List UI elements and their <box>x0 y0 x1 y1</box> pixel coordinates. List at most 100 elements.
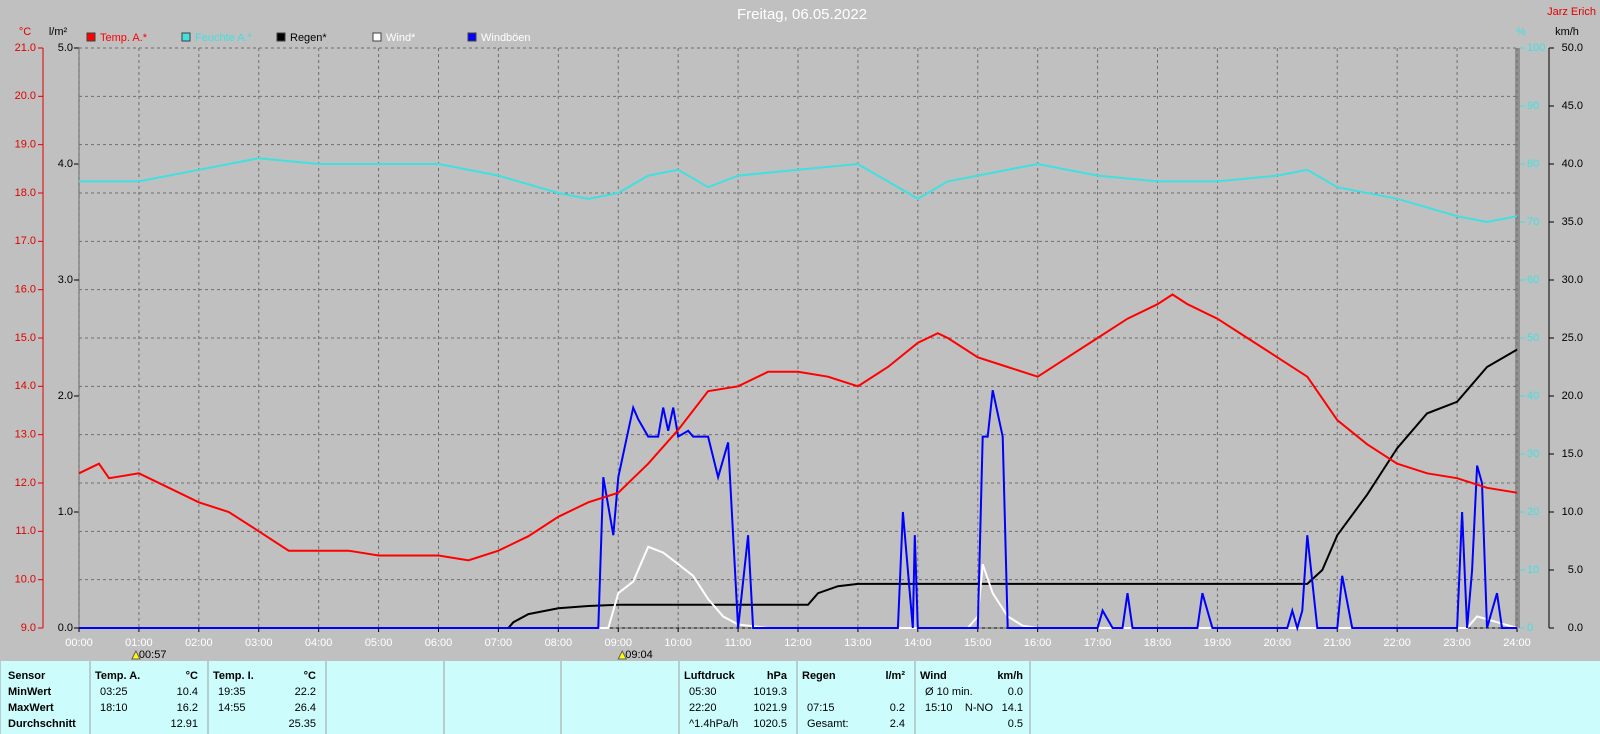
stats-unit: °C <box>304 670 316 682</box>
y-tick-label: 20.0 <box>15 90 36 102</box>
x-tick-label: 20:00 <box>1264 637 1292 649</box>
stats-unit: °C <box>186 670 198 682</box>
stats-dir: N-NO <box>965 702 994 714</box>
y4-tick-label: 0.0 <box>1568 622 1583 634</box>
stats-time: 07:15 <box>807 702 835 714</box>
y-tick-label: 9.0 <box>21 622 36 634</box>
y-tick-label: 14.0 <box>15 380 36 392</box>
y3-tick-label: 50 <box>1527 332 1539 344</box>
legend-swatch <box>372 32 382 42</box>
legend-swatch <box>181 32 191 42</box>
y2-tick-label: 4.0 <box>58 158 73 170</box>
y-tick-label: 19.0 <box>15 139 36 151</box>
y3-tick-label: 60 <box>1527 274 1539 286</box>
y3-tick-label: 20 <box>1527 506 1539 518</box>
x-tick-label: 24:00 <box>1503 637 1531 649</box>
event-label: 09:04 <box>625 649 653 661</box>
x-tick-label: 05:00 <box>365 637 393 649</box>
y4-tick-label: 45.0 <box>1562 100 1583 112</box>
stats-time: 03:25 <box>100 686 128 698</box>
x-tick-label: 07:00 <box>485 637 513 649</box>
stats-value: 14.1 <box>1002 702 1023 714</box>
legend-swatch <box>467 32 477 42</box>
station-name: Jarz Erich <box>1547 6 1596 18</box>
x-tick-label: 14:00 <box>904 637 932 649</box>
stats-value: 1020.5 <box>753 718 787 730</box>
x-tick-label: 22:00 <box>1383 637 1411 649</box>
x-tick-label: 10:00 <box>664 637 692 649</box>
x-tick-label: 01:00 <box>125 637 153 649</box>
y2-tick-label: 5.0 <box>58 42 73 54</box>
stats-value: 10.4 <box>177 686 198 698</box>
stats-row-label: MinWert <box>8 686 52 698</box>
x-tick-label: 12:00 <box>784 637 812 649</box>
stats-row-label: Sensor <box>8 670 46 682</box>
stats-value: 1021.9 <box>753 702 787 714</box>
y4-tick-label: 15.0 <box>1562 448 1583 460</box>
x-tick-label: 06:00 <box>425 637 453 649</box>
y-tick-label: 18.0 <box>15 187 36 199</box>
x-tick-label: 13:00 <box>844 637 872 649</box>
y-tick-label: 12.0 <box>15 477 36 489</box>
y2-unit: l/m² <box>49 26 68 38</box>
y3-tick-label: 40 <box>1527 390 1539 402</box>
y4-tick-label: 50.0 <box>1562 42 1583 54</box>
y4-tick-label: 10.0 <box>1562 506 1583 518</box>
x-tick-label: 04:00 <box>305 637 333 649</box>
y3-unit: % <box>1516 26 1526 38</box>
x-tick-label: 15:00 <box>964 637 992 649</box>
legend-swatch <box>86 32 96 42</box>
stats-value: 16.2 <box>177 702 198 714</box>
y-tick-label: 17.0 <box>15 235 36 247</box>
x-tick-label: 23:00 <box>1443 637 1471 649</box>
series-line <box>79 389 1517 632</box>
y4-tick-label: 5.0 <box>1568 564 1583 576</box>
x-tick-label: 09:00 <box>604 637 632 649</box>
stats-value: 0.5 <box>1008 718 1023 730</box>
y4-unit: km/h <box>1555 26 1579 38</box>
stats-time: 05:30 <box>689 686 717 698</box>
series-line <box>79 348 1518 629</box>
y2-tick-label: 3.0 <box>58 274 73 286</box>
x-tick-label: 16:00 <box>1024 637 1052 649</box>
x-tick-label: 17:00 <box>1084 637 1112 649</box>
y3-tick-label: 90 <box>1527 100 1539 112</box>
stats-header: Regen <box>802 670 836 682</box>
y2-tick-label: 2.0 <box>58 390 73 402</box>
legend-swatch <box>276 32 286 42</box>
y4-tick-label: 35.0 <box>1562 216 1583 228</box>
series-line <box>78 293 1518 562</box>
y4-tick-label: 40.0 <box>1562 158 1583 170</box>
legend-label: Temp. A.* <box>100 32 148 44</box>
stats-value: 12.91 <box>170 718 198 730</box>
stats-value: 2.4 <box>890 718 905 730</box>
stats-header: Wind <box>920 670 947 682</box>
stats-header: Luftdruck <box>684 670 736 682</box>
y3-tick-label: 80 <box>1527 158 1539 170</box>
event-marker <box>131 649 141 660</box>
stats-row-label: MaxWert <box>8 702 54 714</box>
chart-title: Freitag, 06.05.2022 <box>737 6 867 23</box>
y3-tick-label: 30 <box>1527 448 1539 460</box>
stats-time: Gesamt: <box>807 718 849 730</box>
stats-value: 26.4 <box>295 702 316 714</box>
stats-unit: l/m² <box>885 670 905 682</box>
stats-value: 22.2 <box>295 686 316 698</box>
stats-time: 18:10 <box>100 702 128 714</box>
y4-tick-label: 25.0 <box>1562 332 1583 344</box>
y-tick-label: 16.0 <box>15 284 36 296</box>
stats-value: 1019.3 <box>753 686 787 698</box>
event-label: 00:57 <box>139 649 167 661</box>
stats-value: 0.2 <box>890 702 905 714</box>
y4-tick-label: 20.0 <box>1562 390 1583 402</box>
stats-time: 22:20 <box>689 702 717 714</box>
y3-tick-label: 10 <box>1527 564 1539 576</box>
stats-time: ^1.4hPa/h <box>689 718 738 730</box>
y-tick-label: 13.0 <box>15 429 36 441</box>
stats-time: Ø 10 min. <box>925 686 973 698</box>
y-tick-label: 11.0 <box>15 525 36 537</box>
stats-header: Temp. I. <box>213 670 254 682</box>
x-tick-label: 19:00 <box>1204 637 1232 649</box>
